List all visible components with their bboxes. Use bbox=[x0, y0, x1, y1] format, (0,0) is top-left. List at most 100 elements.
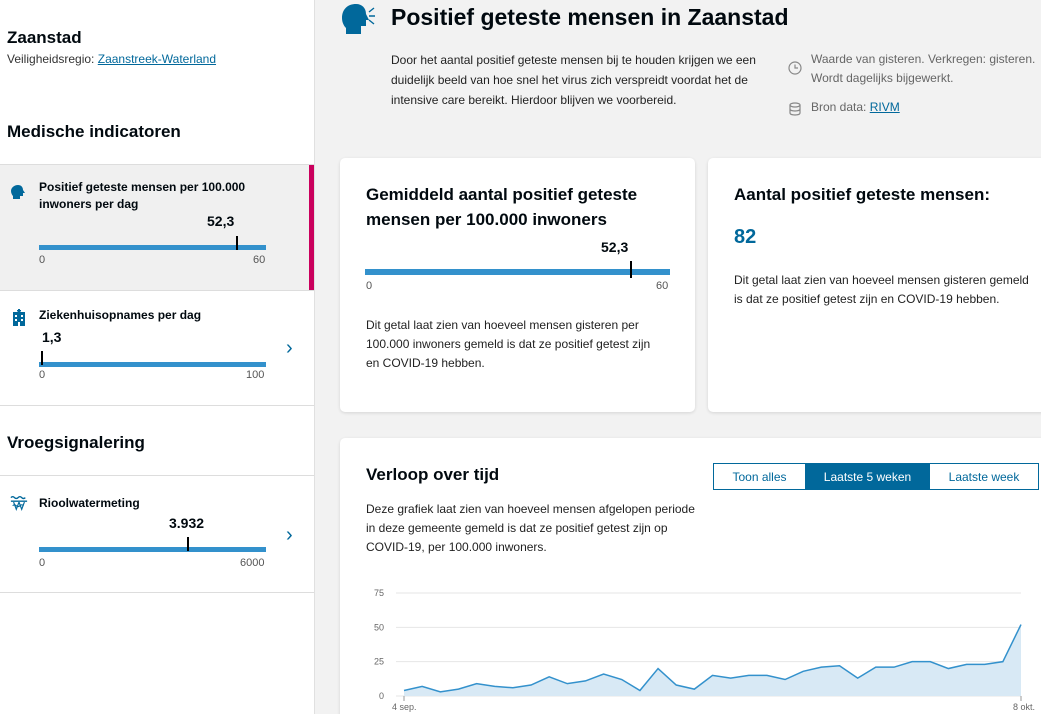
sidebar-item-bar-marker bbox=[236, 236, 238, 250]
sidebar-item-label: Positief geteste mensen per 100.000 inwo… bbox=[39, 180, 246, 211]
chart-data-point[interactable] bbox=[403, 690, 405, 692]
tab-show-all[interactable]: Toon alles bbox=[714, 464, 806, 489]
update-info: Waarde van gisteren. Verkregen: gisteren… bbox=[811, 52, 1036, 85]
chart-data-point[interactable] bbox=[984, 663, 986, 665]
chart-x-tick-label: 8 okt. bbox=[1013, 702, 1035, 712]
timeline-description: Deze grafiek laat zien van hoeveel mense… bbox=[366, 502, 695, 554]
chart-data-point[interactable] bbox=[947, 668, 949, 670]
chevron-right-icon[interactable]: › bbox=[286, 524, 293, 546]
data-source-label: Bron data: bbox=[811, 100, 867, 114]
sidebar-item-value: 1,3 bbox=[42, 329, 62, 345]
chart-data-point[interactable] bbox=[494, 685, 496, 687]
sewer-water-icon bbox=[10, 496, 28, 511]
sidebar-item-hospital-admissions[interactable]: Ziekenhuisopnames per dag 1,3 0 100 › bbox=[0, 290, 314, 406]
chart-data-point[interactable] bbox=[766, 674, 768, 676]
sidebar-item-min: 0 bbox=[39, 557, 46, 569]
average-max: 60 bbox=[656, 280, 669, 292]
chart-data-point[interactable] bbox=[929, 661, 931, 663]
chart-data-point[interactable] bbox=[621, 679, 623, 681]
chart-data-point[interactable] bbox=[512, 687, 514, 689]
sidebar-item-label: Ziekenhuisopnames per dag bbox=[39, 308, 202, 322]
chart-data-point[interactable] bbox=[712, 674, 714, 676]
person-cough-icon bbox=[11, 185, 25, 199]
chart-data-point[interactable] bbox=[476, 683, 478, 685]
sidebar-item-value: 52,3 bbox=[207, 213, 235, 229]
sidebar: Zaanstad Veiligheidsregio: Zaanstreek-Wa… bbox=[0, 0, 315, 714]
timeline-chart: 0 25 50 75 4 sep. 8 okt. bbox=[374, 588, 1035, 712]
chart-data-point[interactable] bbox=[530, 684, 532, 686]
chart-data-point[interactable] bbox=[421, 685, 423, 687]
tab-last-5-weeks[interactable]: Laatste 5 weken bbox=[806, 464, 930, 489]
intro-text: Door het aantal positief geteste mensen … bbox=[391, 53, 756, 107]
sidebar-item-min: 0 bbox=[39, 254, 46, 266]
chart-data-point[interactable] bbox=[730, 677, 732, 679]
total-value: 82 bbox=[734, 226, 757, 248]
average-card-title: Gemiddeld aantal positief geteste mensen… bbox=[366, 185, 638, 229]
sidebar-item-bar bbox=[39, 362, 266, 367]
chart-x-tick-label: 4 sep. bbox=[392, 702, 417, 712]
average-value: 52,3 bbox=[601, 239, 629, 255]
average-description: Dit getal laat zien van hoeveel mensen g… bbox=[366, 318, 651, 370]
total-card-title: Aantal positief geteste mensen: bbox=[734, 185, 991, 204]
sidebar-item-min: 0 bbox=[39, 369, 46, 381]
chart-data-point[interactable] bbox=[439, 691, 441, 693]
data-source-link[interactable]: RIVM bbox=[869, 100, 900, 114]
chart-y-tick-label: 75 bbox=[374, 588, 384, 598]
sidebar-item-max: 6000 bbox=[240, 557, 265, 569]
chart-data-point[interactable] bbox=[893, 666, 895, 668]
sidebar-item-positive-tests[interactable]: Positief geteste mensen per 100.000 inwo… bbox=[0, 164, 314, 290]
chart-data-point[interactable] bbox=[802, 670, 804, 672]
sidebar-item-max: 100 bbox=[246, 369, 265, 381]
active-indicator bbox=[309, 165, 314, 290]
average-min: 0 bbox=[366, 280, 373, 292]
data-source: Bron data: RIVM bbox=[811, 100, 900, 114]
chart-data-point[interactable] bbox=[548, 676, 550, 678]
page-title: Positief geteste mensen in Zaanstad bbox=[391, 4, 789, 30]
person-cough-icon bbox=[342, 4, 375, 34]
timeline-tabs: Toon alles Laatste 5 weken Laatste week bbox=[713, 463, 1039, 490]
timeline-card: Verloop over tijd Toon alles Laatste 5 w… bbox=[340, 438, 1041, 714]
chart-data-point[interactable] bbox=[966, 663, 968, 665]
tab-last-week[interactable]: Laatste week bbox=[930, 464, 1038, 489]
chart-data-point[interactable] bbox=[675, 684, 677, 686]
chart-area bbox=[404, 624, 1021, 696]
early-signals-heading: Vroegsignalering bbox=[7, 433, 145, 452]
chart-data-point[interactable] bbox=[911, 661, 913, 663]
sidebar-item-bar-marker bbox=[41, 351, 43, 365]
hospital-icon bbox=[13, 309, 25, 326]
average-bar-marker bbox=[630, 261, 632, 278]
chart-data-point[interactable] bbox=[566, 683, 568, 685]
total-card: Aantal positief geteste mensen: 82 Dit g… bbox=[708, 158, 1041, 412]
chevron-right-icon[interactable]: › bbox=[286, 337, 293, 359]
chart-data-point[interactable] bbox=[820, 666, 822, 668]
chart-data-point[interactable] bbox=[839, 665, 841, 667]
main-content: Positief geteste mensen in Zaanstad Door… bbox=[316, 0, 1041, 714]
chart-data-point[interactable] bbox=[1002, 661, 1004, 663]
chart-data-point[interactable] bbox=[657, 668, 659, 670]
timeline-title: Verloop over tijd bbox=[366, 465, 500, 484]
chart-data-point[interactable] bbox=[857, 677, 859, 679]
safety-region-link[interactable]: Zaanstreek-Waterland bbox=[97, 52, 217, 66]
chart-data-point[interactable] bbox=[639, 690, 641, 692]
safety-region: Veiligheidsregio: Zaanstreek-Waterland bbox=[7, 52, 216, 66]
chart-y-tick-label: 50 bbox=[374, 622, 384, 632]
average-card: Gemiddeld aantal positief geteste mensen… bbox=[340, 158, 695, 412]
medical-indicators-heading: Medische indicatoren bbox=[7, 122, 181, 141]
chart-data-point[interactable] bbox=[457, 688, 459, 690]
chart-data-point[interactable] bbox=[784, 679, 786, 681]
chart-data-point[interactable] bbox=[693, 688, 695, 690]
chart-data-point[interactable] bbox=[1020, 624, 1022, 626]
sidebar-item-sewer-water[interactable]: Rioolwatermeting 3.932 0 6000 › bbox=[0, 475, 314, 593]
clock-icon bbox=[788, 61, 802, 75]
chart-data-point[interactable] bbox=[748, 674, 750, 676]
chart-y-tick-label: 0 bbox=[379, 691, 384, 701]
chart-data-point[interactable] bbox=[603, 673, 605, 675]
average-bar bbox=[365, 269, 670, 275]
sidebar-item-value: 3.932 bbox=[169, 515, 205, 531]
chart-data-point[interactable] bbox=[875, 666, 877, 668]
safety-region-label: Veiligheidsregio: bbox=[7, 52, 95, 66]
sidebar-item-bar-marker bbox=[187, 537, 189, 551]
chart-y-tick-label: 25 bbox=[374, 657, 384, 667]
chart-data-point[interactable] bbox=[584, 680, 586, 682]
total-description: Dit getal laat zien van hoeveel mensen g… bbox=[734, 273, 1029, 306]
